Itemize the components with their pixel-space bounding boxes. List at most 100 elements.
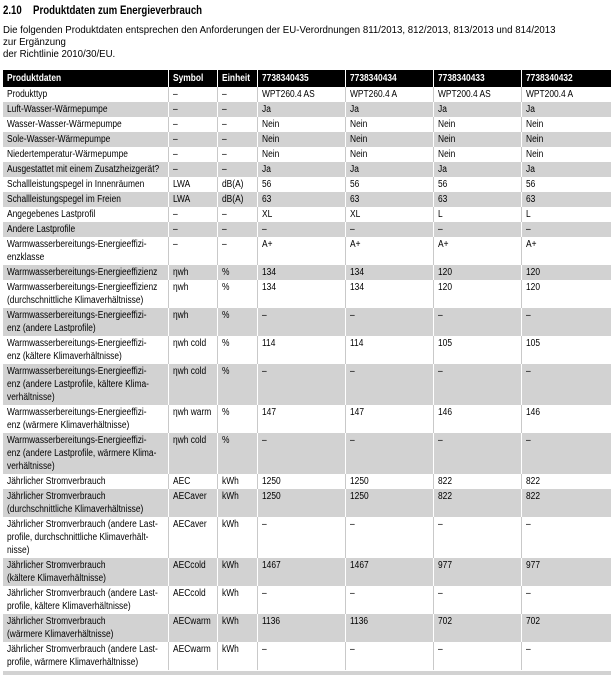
cell-value-0: 63 xyxy=(256,192,345,207)
cell-symbol: ηwh cold xyxy=(167,364,217,405)
section-header: 2.10 Produktdaten zum Energieverbrauch xyxy=(3,5,611,18)
table-row: Niedertemperatur-Wärmepumpe – – Nein Nein Nei… xyxy=(3,147,611,162)
cell-value-0: – xyxy=(256,517,345,558)
cell-unit: – xyxy=(216,162,257,177)
cell-value-0: Nein xyxy=(256,132,345,147)
cell-unit: – xyxy=(216,207,257,222)
cell-value-2: 120 xyxy=(432,265,521,280)
cell-value-0-text: 63 xyxy=(261,194,271,205)
cell-unit-text: kWh xyxy=(221,644,239,655)
column-header-6: 7738340432 xyxy=(520,70,611,87)
cell-unit-text: % xyxy=(221,310,229,321)
column-header-text: Produktdaten xyxy=(7,73,62,84)
cell-unit-text: – xyxy=(221,239,227,250)
cell-unit: % xyxy=(216,280,257,308)
cell-value-2: Nein xyxy=(432,117,521,132)
cell-value-2: Ja xyxy=(432,162,521,177)
cell-label: Andere Lastprofile xyxy=(3,222,168,237)
cell-label-text: Schallleistungspegel im Freien xyxy=(7,194,121,205)
table-row: Schallleistungspegel im Freien LWA dB(A) 63… xyxy=(3,192,611,207)
cell-value-0-text: – xyxy=(261,310,267,321)
cell-value-0: 114 xyxy=(256,336,345,364)
cell-unit: % xyxy=(216,364,257,405)
cell-value-2: 63 xyxy=(432,192,521,207)
cell-value-0: – xyxy=(256,642,345,670)
cell-value-2-text: 56 xyxy=(437,179,447,190)
cell-value-2-text: 822 xyxy=(437,476,452,487)
cell-symbol-text: ηwh warm xyxy=(172,407,211,418)
cell-value-1-text: 56 xyxy=(349,179,359,190)
cell-value-1: 1250 xyxy=(344,474,433,489)
cell-symbol: LWA xyxy=(167,177,217,192)
cell-value-1-text: – xyxy=(349,435,355,446)
table-header-row: Produktdaten Symbol Einheit 7738340435 77383… xyxy=(3,70,611,87)
cell-value-0: Ja xyxy=(256,102,345,117)
cell-value-2-text: – xyxy=(437,224,443,235)
cell-symbol-text: ηwh xyxy=(172,267,188,278)
cell-symbol: – xyxy=(167,87,217,102)
cell-value-3: 146 xyxy=(520,405,611,433)
cell-value-0-text: 1467 xyxy=(261,560,281,571)
column-header-text: 7738340435 xyxy=(261,73,309,84)
cell-value-2: – xyxy=(432,586,521,614)
column-header-4: 7738340434 xyxy=(344,70,433,87)
cell-value-0: 56 xyxy=(256,177,345,192)
cell-unit-text: – xyxy=(221,119,227,130)
table-row: Warmwasserbereitungs-Energieeffizienz (d… xyxy=(3,280,611,308)
cell-value-1-text: 114 xyxy=(349,338,363,349)
cell-label: Warmwasserbereitungs-Energieeffizi- enz … xyxy=(3,364,168,405)
cell-symbol: AECcold xyxy=(167,558,217,586)
cell-value-3: – xyxy=(520,222,611,237)
cell-symbol: AECaver xyxy=(167,517,217,558)
cell-value-0-text: Ja xyxy=(261,104,271,115)
cell-value-0-text: – xyxy=(261,366,267,377)
cell-label: Sole-Wasser-Wärmepumpe xyxy=(3,132,168,147)
cell-symbol: AECaver xyxy=(167,489,217,517)
section-number: 2.10 xyxy=(3,5,33,18)
cell-value-1: 1136 xyxy=(344,614,433,642)
cell-value-1-text: – xyxy=(349,224,355,235)
cell-symbol-text: ηwh cold xyxy=(172,435,206,446)
cell-value-3: 120 xyxy=(520,265,611,280)
cell-unit-text: – xyxy=(221,164,227,175)
cell-value-0-text: Nein xyxy=(261,149,279,160)
cell-unit: – xyxy=(216,237,257,265)
cell-value-3-text: 63 xyxy=(525,194,535,205)
table-row: Jährlicher Stromverbrauch AEC kWh 1250 1250 8… xyxy=(3,474,611,489)
cell-unit: kWh xyxy=(216,517,257,558)
cell-unit: – xyxy=(216,87,257,102)
cell-unit-text: % xyxy=(221,407,229,418)
table-row: Sole-Wasser-Wärmepumpe – – Nein Nein Nein Nein xyxy=(3,132,611,147)
cell-value-1: A+ xyxy=(344,237,433,265)
column-header-5: 7738340433 xyxy=(432,70,521,87)
cell-value-3-text: 120 xyxy=(525,267,540,278)
cell-value-3: Nein xyxy=(520,117,611,132)
cell-symbol-text: ηwh xyxy=(172,282,188,293)
cell-value-3-text: 105 xyxy=(525,338,540,349)
cell-value-1-text: Nein xyxy=(349,119,367,130)
table-row: Warmwasserbereitungs-Energieeffizi- enz … xyxy=(3,308,611,336)
cell-value-2-text: A+ xyxy=(437,239,449,250)
cell-value-0-text: XL xyxy=(261,209,272,220)
cell-label-text: Andere Lastprofile xyxy=(7,224,76,235)
cell-value-2-text: L xyxy=(437,209,443,220)
cell-unit-text: kWh xyxy=(221,616,239,627)
cell-value-0: 1136 xyxy=(256,614,345,642)
cell-value-3: – xyxy=(520,364,611,405)
cell-value-1-text: 63 xyxy=(349,194,359,205)
cell-value-3-text: – xyxy=(525,310,531,321)
cell-value-2: 702 xyxy=(432,614,521,642)
cell-label-text: Jährlicher Stromverbrauch (andere Last- … xyxy=(7,588,158,612)
cell-value-0: 134 xyxy=(256,265,345,280)
cell-symbol: – xyxy=(167,147,217,162)
cell-value-0-text: Nein xyxy=(261,119,279,130)
cell-label-text: Warmwasserbereitungs-Energieeffizi- enz … xyxy=(7,407,147,431)
cell-value-0: – xyxy=(256,364,345,405)
cell-unit: % xyxy=(216,433,257,474)
cell-value-3: Nein xyxy=(520,147,611,162)
cell-symbol: AECwarm xyxy=(167,642,217,670)
cell-unit: – xyxy=(216,147,257,162)
next-row-cutoff xyxy=(3,671,611,675)
cell-label-text: Luft-Wasser-Wärmepumpe xyxy=(7,104,108,115)
cell-label: Jährlicher Stromverbrauch (andere Last- … xyxy=(3,517,168,558)
